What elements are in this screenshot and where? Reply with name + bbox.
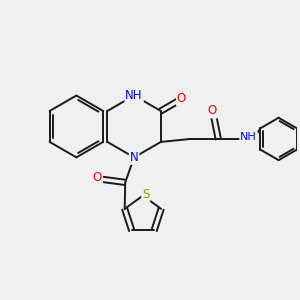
Text: NH: NH <box>240 133 257 142</box>
Text: S: S <box>142 188 149 201</box>
Text: N: N <box>130 151 139 164</box>
Text: O: O <box>177 92 186 105</box>
Text: O: O <box>93 172 102 184</box>
Text: O: O <box>208 104 217 118</box>
Text: NH: NH <box>125 89 143 102</box>
